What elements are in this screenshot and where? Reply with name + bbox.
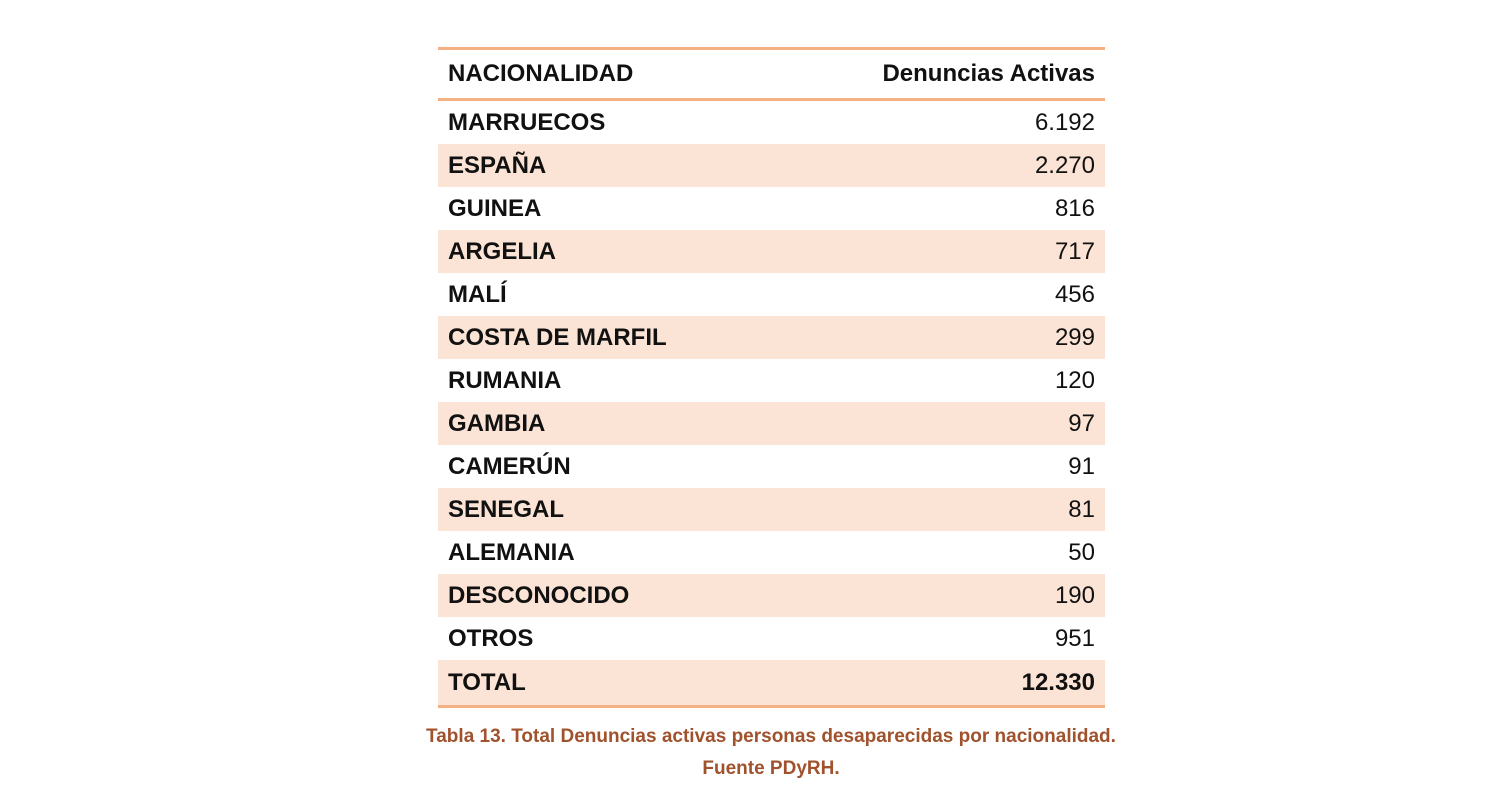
table-row: ARGELIA 717 <box>438 230 1105 273</box>
row-nationality: ARGELIA <box>438 230 776 273</box>
row-value: 190 <box>775 574 1105 617</box>
table-caption: Tabla 13. Total Denuncias activas person… <box>426 726 1116 747</box>
table-row: MALÍ 456 <box>438 273 1105 316</box>
table-row: CAMERÚN 91 <box>438 445 1105 488</box>
row-value: 717 <box>775 230 1105 273</box>
row-nationality: ESPAÑA <box>438 144 776 187</box>
row-value: 97 <box>775 402 1105 445</box>
row-nationality: GAMBIA <box>438 402 776 445</box>
table-header-row: NACIONALIDAD Denuncias Activas <box>438 48 1105 101</box>
table-row: ALEMANIA 50 <box>438 531 1105 574</box>
row-value: 81 <box>775 488 1105 531</box>
row-nationality: DESCONOCIDO <box>438 574 776 617</box>
data-table-container: NACIONALIDAD Denuncias Activas MARRUECOS… <box>438 47 1105 708</box>
row-nationality: COSTA DE MARFIL <box>438 316 776 359</box>
row-value: 816 <box>1054 194 1095 222</box>
row-value: 299 <box>775 316 1105 359</box>
row-nationality: GUINEA <box>448 194 542 222</box>
row-value: 456 <box>1054 280 1095 308</box>
row-nationality: CAMERÚN <box>448 452 571 480</box>
row-nationality: MARRUECOS <box>448 108 606 136</box>
nationality-table: NACIONALIDAD Denuncias Activas MARRUECOS… <box>438 47 1105 708</box>
table-row: COSTA DE MARFIL 299 <box>438 316 1105 359</box>
row-value: 120 <box>1054 366 1095 394</box>
row-value: 50 <box>1068 538 1095 566</box>
row-value: 91 <box>1068 452 1095 480</box>
table-row: GAMBIA 97 <box>438 402 1105 445</box>
row-value: 6.192 <box>1034 108 1095 136</box>
total-row: TOTAL 12.330 <box>438 660 1105 707</box>
table-row: OTROS 951 <box>438 617 1105 660</box>
table-row: ESPAÑA 2.270 <box>438 144 1105 187</box>
header-active-reports: Denuncias Activas <box>775 48 1105 101</box>
table-row: RUMANIA 120 <box>438 359 1105 402</box>
table-row: DESCONOCIDO 190 <box>438 574 1105 617</box>
total-value: 12.330 <box>775 660 1105 707</box>
row-nationality: OTROS <box>448 624 534 652</box>
row-nationality: ALEMANIA <box>448 538 575 566</box>
row-value: 2.270 <box>775 144 1105 187</box>
row-nationality: SENEGAL <box>438 488 776 531</box>
row-nationality: RUMANIA <box>448 366 562 394</box>
table-row: SENEGAL 81 <box>438 488 1105 531</box>
row-value: 951 <box>1054 624 1095 652</box>
header-nationality: NACIONALIDAD <box>438 48 776 101</box>
total-label: TOTAL <box>438 660 776 707</box>
table-row: GUINEA 816 <box>438 187 1105 230</box>
row-nationality: MALÍ <box>448 280 507 308</box>
table-source: Fuente PDyRH. <box>702 758 840 779</box>
table-row: MARRUECOS 6.192 <box>438 100 1105 145</box>
